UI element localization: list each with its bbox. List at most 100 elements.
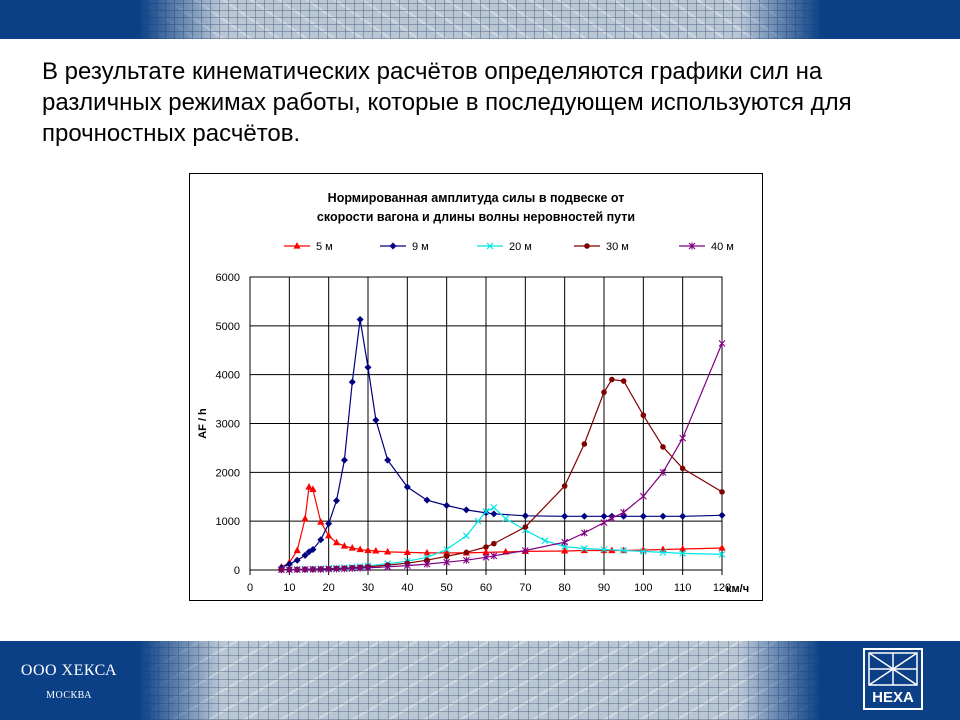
data-point bbox=[718, 339, 726, 347]
logo-text: HEXA bbox=[872, 689, 914, 706]
data-point bbox=[580, 545, 588, 552]
series-line bbox=[281, 319, 723, 569]
data-point bbox=[620, 508, 628, 516]
data-point bbox=[384, 547, 392, 555]
legend-marker bbox=[389, 242, 397, 250]
x-tick-label: 70 bbox=[519, 582, 531, 594]
data-point bbox=[490, 552, 498, 560]
data-point bbox=[403, 483, 411, 491]
legend-marker bbox=[486, 242, 494, 250]
data-point bbox=[364, 564, 372, 572]
data-point bbox=[502, 515, 510, 523]
series-0 bbox=[277, 482, 726, 570]
data-point bbox=[600, 519, 608, 527]
y-tick-label: 1000 bbox=[216, 516, 240, 528]
legend-marker bbox=[584, 243, 590, 249]
data-point bbox=[462, 556, 470, 564]
data-point bbox=[719, 489, 725, 495]
data-point bbox=[403, 548, 411, 556]
y-tick-label: 0 bbox=[234, 565, 240, 577]
legend-label: 40 м bbox=[711, 241, 734, 253]
x-tick-label: 100 bbox=[634, 582, 652, 594]
series-2 bbox=[278, 504, 726, 573]
data-point bbox=[285, 566, 293, 574]
data-point bbox=[718, 544, 726, 551]
data-point bbox=[600, 546, 608, 553]
data-point bbox=[580, 512, 588, 520]
force-amplitude-chart: Нормированная амплитуда силы в подвеске … bbox=[197, 191, 749, 595]
data-point bbox=[561, 483, 568, 489]
data-point bbox=[639, 512, 647, 520]
data-point bbox=[340, 456, 348, 464]
data-point bbox=[305, 548, 313, 556]
data-point bbox=[356, 315, 364, 323]
data-point bbox=[581, 441, 588, 447]
slide-heading: В результате кинематических расчётов опр… bbox=[42, 58, 852, 147]
data-point bbox=[424, 557, 430, 564]
data-point bbox=[679, 465, 686, 472]
series-line bbox=[281, 485, 723, 568]
x-tick-label: 30 bbox=[362, 582, 374, 594]
data-point bbox=[561, 512, 569, 520]
data-point bbox=[309, 485, 317, 493]
series-1 bbox=[277, 315, 726, 572]
data-point bbox=[580, 529, 588, 537]
data-point bbox=[600, 512, 608, 520]
data-point bbox=[301, 566, 309, 574]
top-banner bbox=[0, 0, 960, 39]
data-point bbox=[356, 564, 364, 572]
data-point bbox=[364, 363, 372, 371]
data-point bbox=[609, 376, 615, 383]
data-point bbox=[443, 502, 451, 510]
data-point bbox=[639, 492, 647, 500]
data-point bbox=[483, 544, 489, 550]
plot-area bbox=[249, 276, 723, 571]
data-point bbox=[325, 531, 333, 539]
series-4 bbox=[278, 339, 726, 574]
legend-marker bbox=[293, 242, 301, 249]
data-point bbox=[561, 538, 569, 546]
data-point bbox=[317, 536, 325, 544]
y-tick-label: 3000 bbox=[216, 419, 240, 431]
data-point bbox=[679, 512, 687, 520]
data-point bbox=[443, 553, 450, 560]
data-point bbox=[659, 512, 667, 520]
data-point bbox=[541, 537, 549, 545]
x-tick-label: 0 bbox=[247, 582, 253, 594]
data-point bbox=[423, 548, 431, 556]
company-city: МОСКВА bbox=[46, 690, 92, 701]
data-point bbox=[293, 566, 301, 574]
data-point bbox=[348, 378, 356, 386]
y-tick-label: 5000 bbox=[216, 321, 240, 333]
data-point bbox=[423, 496, 431, 504]
data-point bbox=[301, 551, 309, 559]
data-point bbox=[301, 514, 309, 522]
data-point bbox=[474, 517, 482, 525]
data-point bbox=[403, 562, 411, 570]
data-point bbox=[490, 504, 498, 511]
legend-label: 20 м bbox=[509, 241, 532, 253]
x-axis-label: км/ч bbox=[726, 583, 749, 595]
data-point bbox=[348, 544, 356, 551]
data-point bbox=[384, 456, 392, 464]
data-point bbox=[293, 546, 301, 554]
data-point bbox=[348, 564, 356, 572]
data-point bbox=[340, 542, 348, 549]
x-tick-label: 120 bbox=[713, 582, 731, 594]
data-point bbox=[679, 549, 687, 557]
data-point bbox=[660, 444, 666, 450]
data-point bbox=[384, 563, 392, 571]
data-point bbox=[659, 545, 667, 553]
data-point bbox=[463, 549, 470, 556]
data-point bbox=[718, 511, 726, 519]
x-tick-label: 110 bbox=[674, 582, 692, 594]
y-axis-label: AF / h bbox=[197, 408, 209, 439]
data-point bbox=[639, 548, 647, 555]
data-point bbox=[309, 545, 317, 553]
data-point bbox=[482, 548, 490, 556]
data-point bbox=[679, 434, 687, 442]
series-line bbox=[281, 343, 723, 571]
legend-label: 9 м bbox=[412, 241, 429, 253]
data-point bbox=[679, 545, 687, 552]
data-point bbox=[502, 547, 510, 555]
